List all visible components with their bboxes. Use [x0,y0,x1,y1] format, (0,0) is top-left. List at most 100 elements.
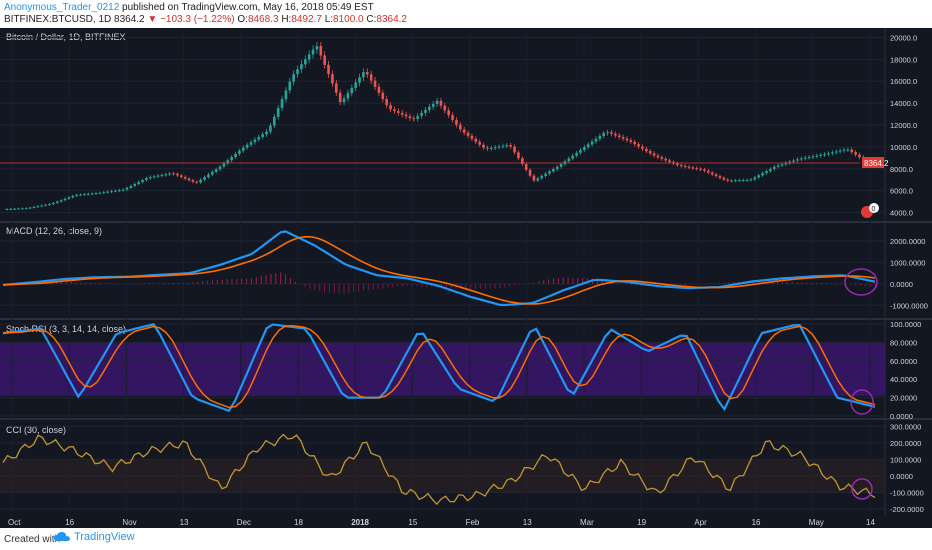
close-label: C: [366,14,377,25]
price-candle [44,204,47,206]
author-link[interactable]: Anonymous_Trader_0212 [4,2,120,13]
price-candle [164,174,168,176]
tradingview-brand[interactable]: TradingView [54,531,135,543]
stoch-pane-label: Stoch RSI (3, 3, 14, 14, close) [6,324,126,334]
price-candle [548,171,551,174]
price-candle [389,105,392,110]
price-candle [517,152,520,159]
price-candle [854,152,857,155]
price-candle [137,182,140,184]
price-candle [63,198,67,201]
current-price-tag [862,157,884,168]
price-candle [24,208,28,210]
price-candle [772,166,776,169]
price-candle [323,55,326,65]
price-candle [358,77,361,83]
price-candle [470,135,474,139]
price-candle [195,181,199,183]
price-candle [645,148,648,152]
price-candle [571,155,575,159]
price-candle [459,124,462,130]
price-candle [272,116,276,126]
price-candle [823,154,826,156]
stoch-axis-tick: 20.0000 [890,394,917,403]
x-axis-label: Oct [8,518,21,527]
price-candle [412,118,416,120]
price-candle [416,115,419,119]
price-candle [757,175,761,178]
created-with-text: Created with [4,534,61,545]
price-candle [191,180,195,182]
price-candle [9,208,13,210]
price-candle [683,166,687,168]
price-candle [819,154,823,156]
published-text: published on TradingView.com, May 16, 20… [122,2,374,13]
price-candle [52,202,55,205]
price-candle [98,192,102,194]
price-candle [695,168,699,170]
price-candle [493,147,497,149]
price-candle [342,98,346,103]
price-candle [513,146,516,153]
price-candle [478,141,481,145]
price-candle [172,173,175,175]
price-candle [160,174,164,176]
x-axis-label: May [809,518,824,527]
cci-line [2,433,876,506]
high-label: H: [281,14,292,25]
price-candle [858,154,861,158]
price-candle [734,180,737,182]
x-axis-label: Feb [466,518,480,527]
price-candle [435,100,439,104]
chart-header: Anonymous_Trader_0212 published on Tradi… [0,0,932,28]
price-candle [369,74,373,81]
price-candle [846,149,850,151]
chart-canvas[interactable]: Bitcoin / Dollar, 1D, BITFINEX MACD (12,… [0,28,932,528]
price-candle [67,197,71,199]
chart-area[interactable]: Bitcoin / Dollar, 1D, BITFINEX MACD (12,… [0,28,932,528]
price-candle [749,179,753,181]
price-candle [222,163,226,167]
price-candle [579,150,582,153]
macd-signal-line [2,236,876,305]
price-candle [540,175,544,179]
price-candle [439,100,443,106]
price-candle [110,191,113,193]
price-candle [300,64,303,70]
price-candle [629,140,633,142]
price-candle [765,171,768,174]
price-candle [792,160,795,162]
price-candle [354,82,357,88]
price-candle [652,153,656,156]
price-candle [148,177,152,179]
price-candle [633,141,637,145]
price-candle [141,180,144,183]
price-candle [125,187,129,190]
x-axis-label: 2018 [351,518,369,527]
macd-line [2,230,876,307]
price-axis-tick: 16000.0 [890,77,917,86]
price-candle [714,174,718,177]
price-candle [59,200,63,202]
price-candle [133,183,137,186]
price-candle [253,139,257,143]
x-axis-label: Nov [122,518,136,527]
price-axis-tick: 4000.0 [890,209,913,218]
price-candle [641,146,644,149]
price-candle [621,137,625,139]
ideas-badge[interactable]: 0 [861,203,879,218]
cci-axis-tick: 0.0000 [890,472,913,481]
footer: Created with TradingView [0,528,932,550]
price-candle [676,163,679,166]
price-candle [594,138,598,142]
price-candle [117,190,121,192]
price-candle [552,169,555,172]
price-candle [490,147,493,149]
stoch-axis-tick: 80.0000 [890,338,917,347]
price-candle [156,175,160,177]
price-candle [13,208,16,210]
stoch-d-line [2,324,876,409]
price-candle [555,166,559,170]
price-axis-tick: 8000.0 [890,165,913,174]
price-candle [327,64,330,75]
